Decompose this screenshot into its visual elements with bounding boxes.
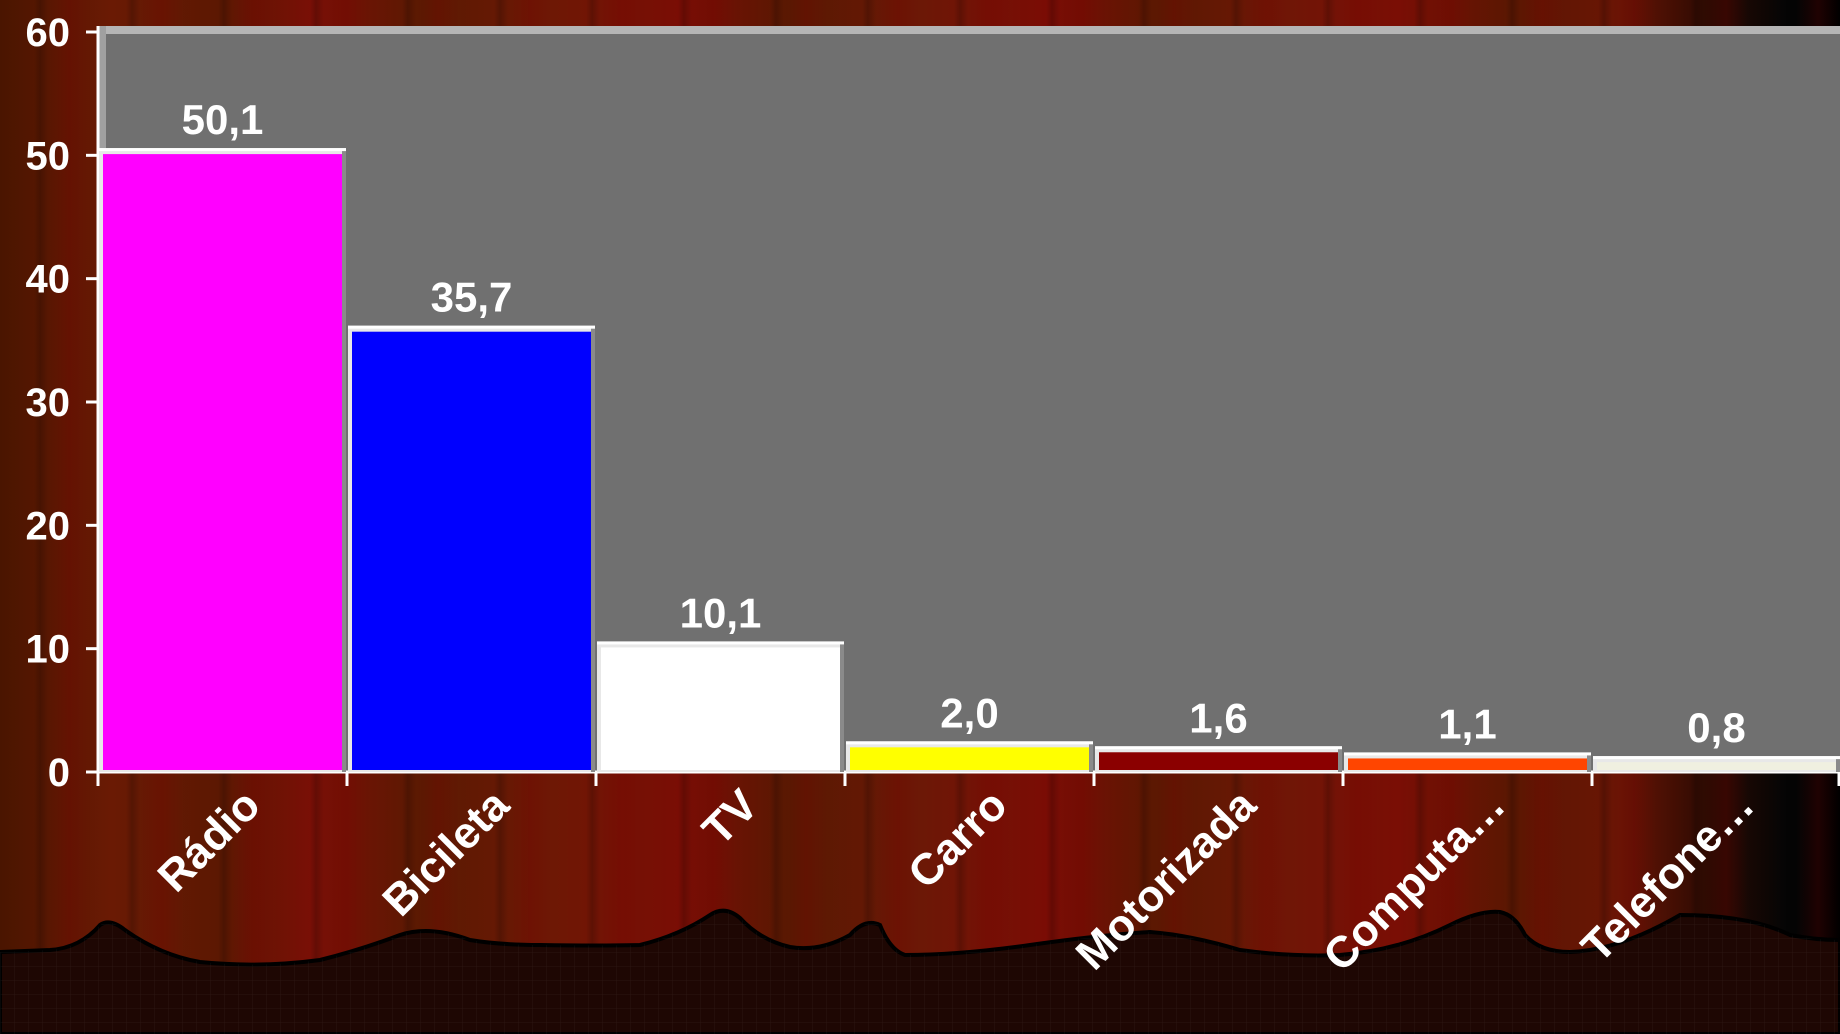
x-tick-label: Bicileta (373, 780, 519, 926)
bar-highlight (1344, 752, 1591, 756)
data-label: 0,8 (1687, 704, 1745, 751)
data-label: 10,1 (680, 589, 762, 636)
bar-shadow (1587, 755, 1591, 772)
data-label: 1,6 (1189, 694, 1247, 741)
bar-shadow (1089, 744, 1093, 772)
bar-highlight (1095, 746, 1342, 750)
bar-highlight (348, 325, 595, 329)
bar-highlight (846, 741, 1093, 745)
bar[interactable] (103, 154, 342, 771)
data-label: 50,1 (182, 96, 264, 143)
bar[interactable] (601, 647, 840, 770)
bar[interactable] (352, 331, 591, 770)
plot-top-edge (98, 26, 1840, 34)
bar-shadow (840, 644, 844, 772)
data-label: 2,0 (940, 689, 998, 736)
bar[interactable] (850, 747, 1089, 770)
bar[interactable] (1597, 762, 1836, 770)
y-tick-label: 40 (26, 258, 71, 302)
bar-shadow (1338, 749, 1342, 772)
y-tick-label: 50 (26, 134, 71, 178)
y-tick-label: 20 (26, 504, 71, 548)
bar[interactable] (1348, 758, 1587, 770)
bar-shadow (591, 328, 595, 772)
x-tick-label: TV (693, 780, 768, 855)
bar-shadow (342, 151, 346, 773)
floor-grid (0, 910, 1840, 1034)
y-tick-label: 0 (48, 751, 70, 795)
y-tick-label: 10 (26, 628, 71, 672)
bar-highlight (99, 148, 346, 152)
bar-highlight (1593, 756, 1840, 760)
x-tick-label: Rádio (148, 780, 269, 901)
y-tick-label: 60 (26, 11, 71, 55)
data-label: 35,7 (431, 274, 513, 321)
bar-shadow (1836, 759, 1840, 772)
bar-highlight (597, 641, 844, 645)
data-label: 1,1 (1438, 700, 1496, 747)
x-tick-label: Carro (899, 780, 1017, 898)
y-tick-label: 30 (26, 381, 71, 425)
bar[interactable] (1099, 752, 1338, 770)
